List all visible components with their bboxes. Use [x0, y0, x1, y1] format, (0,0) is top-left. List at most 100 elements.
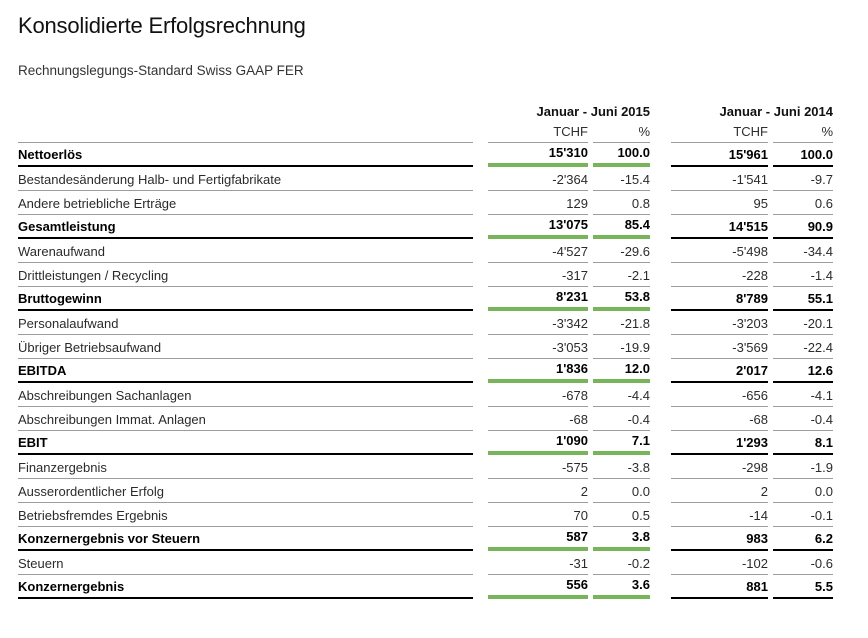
row-label: Abschreibungen Sachanlagen: [18, 383, 473, 407]
tchf-2015-value: -68: [488, 407, 588, 431]
tchf-2014-value: 1'293: [671, 431, 768, 455]
row-label: Drittleistungen / Recycling: [18, 263, 473, 287]
table-row-drittleistungen: Drittleistungen / Recycling -317 -2.1 -2…: [18, 263, 833, 287]
tchf-2014-value: -3'203: [671, 311, 768, 335]
tchf-2015-value: 15'310: [488, 143, 588, 167]
row-label: Nettoerlös: [18, 143, 473, 167]
tchf-2015-value: -317: [488, 263, 588, 287]
tchf-2015-value: -3'053: [488, 335, 588, 359]
table-row-finanzergebnis: Finanzergebnis -575 -3.8 -298 -1.9: [18, 455, 833, 479]
unit-header-pct-2015: %: [593, 119, 650, 143]
row-label: Steuern: [18, 551, 473, 575]
tchf-2015-value: 1'836: [488, 359, 588, 383]
tchf-2014-value: -656: [671, 383, 768, 407]
tchf-2014-value: 15'961: [671, 143, 768, 167]
period-header-2014: Januar - Juni 2014: [719, 104, 833, 119]
pct-2014-value: -22.4: [773, 335, 833, 359]
row-label: Personalaufwand: [18, 311, 473, 335]
tchf-2014-value: -298: [671, 455, 768, 479]
pct-2015-value: -3.8: [593, 455, 650, 479]
table-row-bruttogewinn: Bruttogewinn 8'231 53.8 8'789 55.1: [18, 287, 833, 311]
table-row-ebit: EBIT 1'090 7.1 1'293 8.1: [18, 431, 833, 455]
tchf-2015-value: 1'090: [488, 431, 588, 455]
pct-2015-value: 12.0: [593, 359, 650, 383]
tchf-2014-value: -68: [671, 407, 768, 431]
pct-2015-value: -4.4: [593, 383, 650, 407]
pct-2014-value: 12.6: [773, 359, 833, 383]
tchf-2014-value: -1'541: [671, 167, 768, 191]
row-label: Andere betriebliche Erträge: [18, 191, 473, 215]
pct-2015-value: 100.0: [593, 143, 650, 167]
pct-2014-value: 5.5: [773, 575, 833, 599]
pct-2014-value: -0.4: [773, 407, 833, 431]
pct-2015-value: -29.6: [593, 239, 650, 263]
row-label: EBIT: [18, 431, 473, 455]
row-label: Warenaufwand: [18, 239, 473, 263]
table-row-konzernergebnis: Konzernergebnis 556 3.6 881 5.5: [18, 575, 833, 599]
tchf-2015-value: 129: [488, 191, 588, 215]
tchf-2015-value: -31: [488, 551, 588, 575]
page-title: Konsolidierte Erfolgsrechnung: [18, 13, 306, 38]
unit-header-pct-2014: %: [773, 119, 833, 143]
period-header-spacer: [18, 104, 473, 119]
table-row-personalaufwand: Personalaufwand -3'342 -21.8 -3'203 -20.…: [18, 311, 833, 335]
unit-header-label-spacer: [18, 119, 473, 143]
pct-2014-value: -0.6: [773, 551, 833, 575]
page: Konsolidierte Erfolgsrechnung Rechnungsl…: [0, 13, 868, 599]
pct-2015-value: 53.8: [593, 287, 650, 311]
tchf-2014-value: -5'498: [671, 239, 768, 263]
pct-2015-value: 0.8: [593, 191, 650, 215]
pct-2015-value: -0.2: [593, 551, 650, 575]
tchf-2014-value: 983: [671, 527, 768, 551]
income-statement-table: Januar - Juni 2015 Januar - Juni 2014 TC…: [18, 104, 833, 599]
pct-2014-value: 55.1: [773, 287, 833, 311]
table-row-warenaufwand: Warenaufwand -4'527 -29.6 -5'498 -34.4: [18, 239, 833, 263]
tchf-2014-value: 14'515: [671, 215, 768, 239]
tchf-2015-value: -575: [488, 455, 588, 479]
pct-2014-value: -1.4: [773, 263, 833, 287]
accounting-standard-subtitle: Rechnungslegungs-Standard Swiss GAAP FER: [18, 63, 304, 78]
pct-2015-value: -0.4: [593, 407, 650, 431]
pct-2014-value: 0.0: [773, 479, 833, 503]
table-row-bestandesaenderung: Bestandesänderung Halb- und Fertigfabrik…: [18, 167, 833, 191]
pct-2014-value: 8.1: [773, 431, 833, 455]
tchf-2014-value: 2'017: [671, 359, 768, 383]
tchf-2014-value: 95: [671, 191, 768, 215]
row-label: Konzernergebnis: [18, 575, 473, 599]
tchf-2014-value: 2: [671, 479, 768, 503]
pct-2014-value: -0.1: [773, 503, 833, 527]
unit-header-row: TCHF % TCHF %: [18, 119, 833, 143]
table-row-abschreibungen-sachanlagen: Abschreibungen Sachanlagen -678 -4.4 -65…: [18, 383, 833, 407]
row-label: Bruttogewinn: [18, 287, 473, 311]
tchf-2015-value: 70: [488, 503, 588, 527]
pct-2014-value: -1.9: [773, 455, 833, 479]
tchf-2015-value: -4'527: [488, 239, 588, 263]
row-label: Abschreibungen Immat. Anlagen: [18, 407, 473, 431]
pct-2014-value: 90.9: [773, 215, 833, 239]
tchf-2015-value: -678: [488, 383, 588, 407]
table-row-ebitda: EBITDA 1'836 12.0 2'017 12.6: [18, 359, 833, 383]
tchf-2014-value: -228: [671, 263, 768, 287]
table-row-konzernergebnis-vor-steuern: Konzernergebnis vor Steuern 587 3.8 983 …: [18, 527, 833, 551]
tchf-2015-value: 587: [488, 527, 588, 551]
pct-2015-value: -19.9: [593, 335, 650, 359]
row-label: Übriger Betriebsaufwand: [18, 335, 473, 359]
tchf-2015-value: -2'364: [488, 167, 588, 191]
pct-2014-value: -4.1: [773, 383, 833, 407]
row-label: Konzernergebnis vor Steuern: [18, 527, 473, 551]
table-row-gesamtleistung: Gesamtleistung 13'075 85.4 14'515 90.9: [18, 215, 833, 239]
row-label: Gesamtleistung: [18, 215, 473, 239]
pct-2014-value: 0.6: [773, 191, 833, 215]
tchf-2015-value: 2: [488, 479, 588, 503]
pct-2015-value: 7.1: [593, 431, 650, 455]
row-label: Bestandesänderung Halb- und Fertigfabrik…: [18, 167, 473, 191]
tchf-2015-value: 8'231: [488, 287, 588, 311]
row-label: Betriebsfremdes Ergebnis: [18, 503, 473, 527]
tchf-2014-value: -102: [671, 551, 768, 575]
tchf-2014-value: 881: [671, 575, 768, 599]
table-row-abschreibungen-immat: Abschreibungen Immat. Anlagen -68 -0.4 -…: [18, 407, 833, 431]
pct-2015-value: 85.4: [593, 215, 650, 239]
unit-header-tchf-2014: TCHF: [671, 119, 768, 143]
pct-2015-value: 0.5: [593, 503, 650, 527]
pct-2014-value: 6.2: [773, 527, 833, 551]
